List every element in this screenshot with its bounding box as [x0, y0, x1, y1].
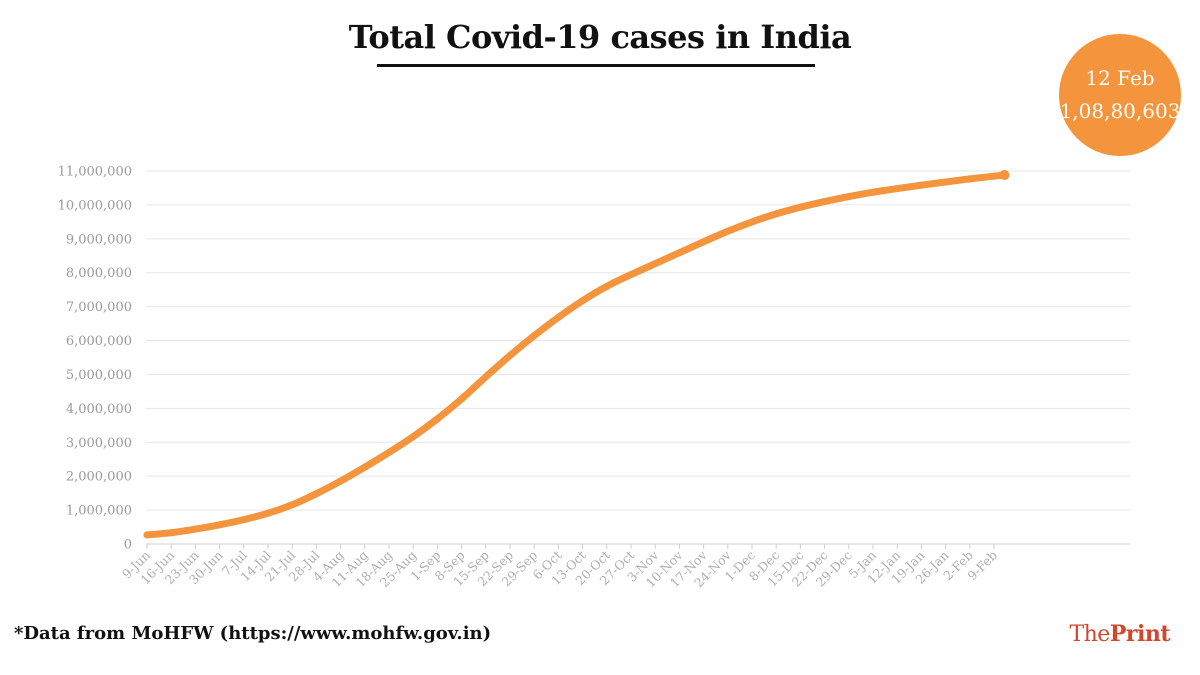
data-point [966, 175, 974, 183]
end-point [999, 170, 1010, 181]
data-point [724, 227, 732, 235]
annotation-value: 1,08,80,603 [1060, 99, 1181, 123]
data-point [143, 531, 151, 539]
x-axis: 9-Jun16-Jun23-Jun30-Jun7-Jul14-Jul21-Jul… [119, 544, 1000, 590]
data-point [869, 188, 877, 196]
data-point [458, 395, 466, 403]
data-point [240, 516, 248, 524]
gridlines [146, 170, 1130, 545]
data-point [216, 521, 224, 529]
data-point [893, 185, 901, 193]
data-point [506, 351, 514, 359]
data-point [554, 313, 562, 321]
data-point [917, 181, 925, 189]
y-tick-label: 4,000,000 [66, 402, 132, 417]
source-note: *Data from MoHFW (https://www.mohfw.gov.… [14, 623, 492, 644]
brand-logo[interactable]: ThePrint [1069, 621, 1170, 647]
y-tick-label: 8,000,000 [66, 266, 132, 281]
y-tick-label: 1,000,000 [66, 504, 132, 519]
data-point [288, 501, 296, 509]
title-underline [377, 64, 815, 67]
y-tick-label: 7,000,000 [66, 300, 132, 315]
data-point [990, 172, 998, 180]
brand-the: The [1069, 622, 1110, 647]
data-point [700, 238, 708, 246]
data-point [627, 271, 635, 279]
data-point [482, 373, 490, 381]
data-point [361, 463, 369, 471]
series-layer [143, 170, 1010, 539]
y-axis: 0 1,000,000 2,000,000 3,000,000 4,000,000 5,0… [58, 165, 132, 553]
annotation-bubble [1059, 34, 1181, 156]
data-point [772, 210, 780, 218]
data-point [264, 509, 272, 517]
data-point [651, 260, 659, 268]
data-point [603, 282, 611, 290]
data-point [167, 529, 175, 537]
data-point [748, 218, 756, 226]
data-point [530, 332, 538, 340]
data-point [579, 297, 587, 305]
y-tick-label: 11,000,000 [58, 165, 132, 180]
chart-title: Total Covid-19 cases in India [348, 18, 852, 56]
data-point [409, 433, 417, 441]
data-point [191, 525, 199, 533]
data-point [845, 193, 853, 201]
y-tick-label: 5,000,000 [66, 368, 132, 383]
data-point [385, 448, 393, 456]
y-tick-label: 6,000,000 [66, 334, 132, 349]
data-point [796, 203, 804, 211]
brand-print: Print [1109, 621, 1171, 647]
data-point [675, 249, 683, 257]
data-point [312, 490, 320, 498]
series-line [143, 171, 1008, 539]
y-tick-label: 2,000,000 [66, 470, 132, 485]
y-tick-label: 10,000,000 [58, 198, 132, 213]
data-point [337, 477, 345, 485]
y-tick-label: 9,000,000 [66, 232, 132, 247]
annotation-date: 12 Feb [1085, 66, 1154, 90]
data-point [433, 415, 441, 423]
y-tick-label: 3,000,000 [66, 436, 132, 451]
data-point [942, 178, 950, 186]
data-point [821, 198, 829, 206]
y-tick-label: 0 [124, 538, 132, 553]
annotation-layer: 12 Feb 1,08,80,603 [1059, 34, 1181, 156]
